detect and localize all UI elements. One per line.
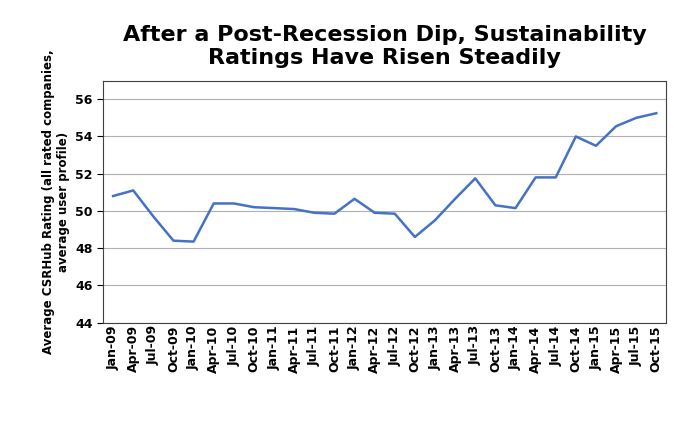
Y-axis label: Average CSRHub Rating (all rated companies,
average user profile): Average CSRHub Rating (all rated compani… [42,49,69,354]
Title: After a Post-Recession Dip, Sustainability
Ratings Have Risen Steadily: After a Post-Recession Dip, Sustainabili… [123,25,646,68]
